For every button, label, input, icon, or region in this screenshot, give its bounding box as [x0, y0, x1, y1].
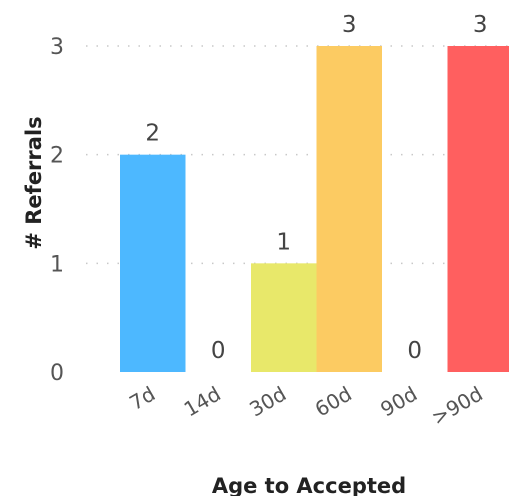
bar-60d[interactable]	[316, 46, 383, 372]
y-tick-label: 1	[50, 252, 64, 277]
data-label: 1	[276, 229, 291, 255]
bar-30d[interactable]	[251, 263, 317, 372]
data-label: 0	[407, 338, 422, 364]
bar-gt90d[interactable]	[447, 46, 509, 372]
y-tick-label: 0	[50, 361, 64, 386]
x-tick-label: >90d	[427, 382, 487, 430]
x-tick-label: 90d	[376, 382, 421, 422]
y-tick-label: 3	[50, 35, 64, 60]
x-tick-label: 7d	[125, 382, 159, 415]
bar-7d[interactable]	[120, 154, 186, 372]
bars	[120, 46, 509, 372]
y-axis-ticks: 0 1 2 3	[50, 35, 64, 386]
x-tick-label: 60d	[311, 382, 356, 422]
y-tick-label: 2	[50, 144, 64, 169]
data-labels: 2 0 1 3 0 3	[145, 12, 487, 364]
x-axis-ticks: 7d 14d 30d 60d 90d >90d	[125, 382, 487, 430]
x-tick-label: 30d	[245, 382, 290, 422]
data-label: 3	[473, 12, 488, 38]
x-tick-label: 14d	[180, 382, 225, 422]
data-label: 2	[145, 121, 160, 147]
y-axis-title: # Referrals	[22, 116, 46, 249]
data-label: 0	[211, 338, 226, 364]
data-label: 3	[342, 12, 357, 38]
x-axis-title: Age to Accepted	[212, 474, 406, 496]
